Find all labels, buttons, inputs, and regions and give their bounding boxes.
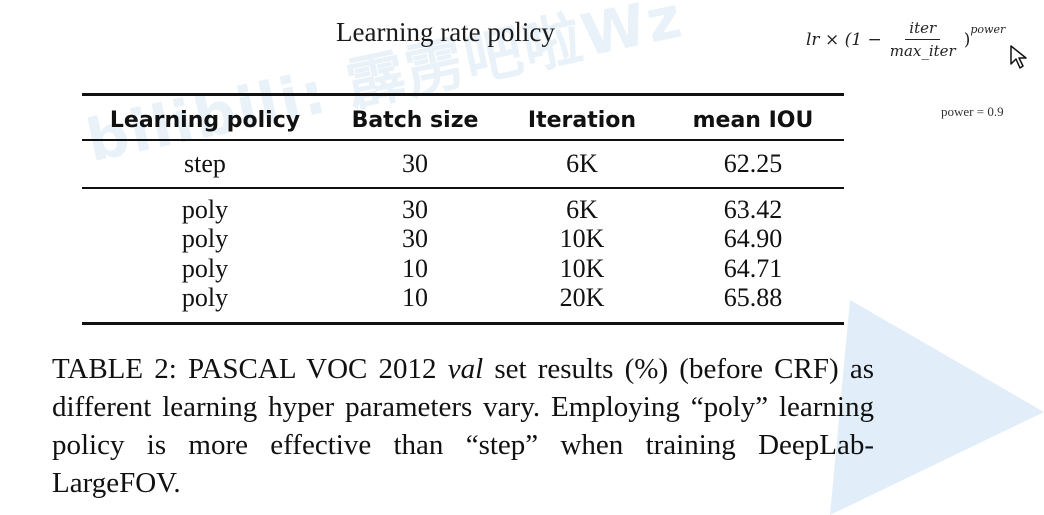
table-cell: 62.25 [723, 149, 783, 178]
table-cell: 30 [402, 195, 428, 224]
table-cell: 10K [559, 224, 605, 253]
slide-title: Learning rate policy [336, 17, 555, 47]
table-cell: poly [181, 195, 229, 224]
table-cell: poly [181, 224, 229, 253]
table-header-rule [82, 139, 844, 141]
header-mean-iou: mean IOU [692, 108, 814, 133]
table-cell: 10K [559, 254, 605, 283]
caption-body: set results (%) (before CRF) as differen… [52, 353, 874, 499]
table-cell: step [184, 149, 226, 178]
table-cell: 65.88 [723, 283, 783, 312]
play-triangle-icon [830, 300, 1044, 515]
table-cell: 30 [402, 224, 428, 253]
table-cell: poly [181, 283, 229, 312]
mouse-cursor-icon [1010, 45, 1027, 69]
formula-denominator: max_iter [889, 42, 956, 60]
header-batch-size: Batch size [351, 108, 479, 133]
formula-close: ) [963, 29, 971, 50]
caption-prefix: TABLE 2: PASCAL VOC 2012 [52, 353, 448, 385]
table-cell: 64.90 [723, 224, 783, 253]
table-cell: 6K [566, 195, 598, 224]
header-learning-policy: Learning policy [109, 108, 301, 133]
table-cell: 20K [559, 283, 605, 312]
table-cell: 10 [402, 283, 428, 312]
table-cell: 63.42 [723, 195, 783, 224]
table-cell: 64.71 [723, 254, 783, 283]
table-caption: TABLE 2: PASCAL VOC 2012 val set results… [52, 350, 874, 502]
power-note: power = 0.9 [941, 104, 1004, 119]
caption-italic: val [447, 353, 484, 385]
header-iteration: Iteration [527, 108, 637, 133]
table-top-rule [82, 93, 844, 96]
table-bottom-rule [82, 322, 844, 325]
table-cell: 30 [402, 149, 428, 178]
table-cell: poly [181, 254, 229, 283]
formula-lhs: lr × (1 − [806, 29, 882, 50]
table-cell: 6K [566, 149, 598, 178]
table-cell: 10 [402, 254, 428, 283]
formula-exponent: power [970, 23, 1006, 36]
lr-formula: lr × (1 − iter max_iter ) power [806, 18, 1005, 61]
formula-fraction: iter max_iter [886, 18, 960, 61]
formula-numerator: iter [905, 18, 941, 40]
table-mid-rule [82, 187, 844, 189]
